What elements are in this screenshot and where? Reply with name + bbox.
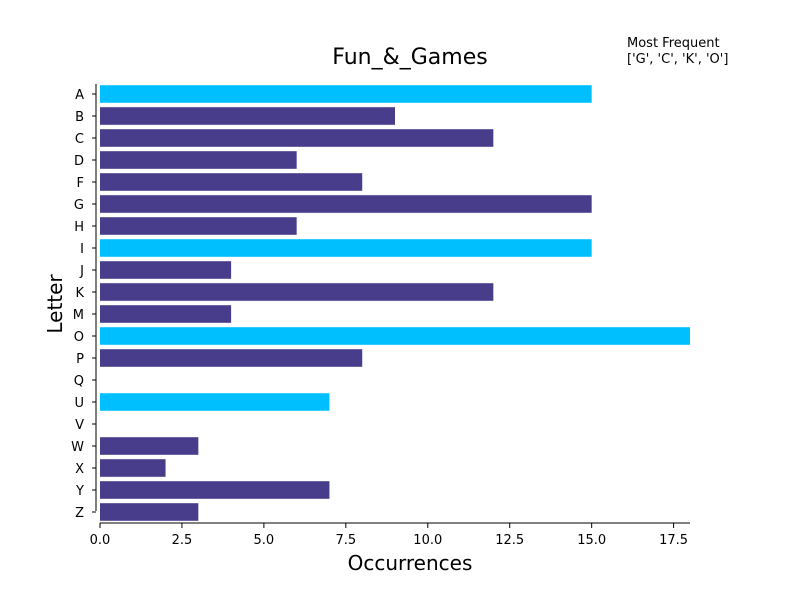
y-tick-label: D	[74, 154, 84, 169]
chart-title: Fun_&_Games	[332, 45, 487, 70]
y-tick-label: V	[75, 418, 84, 433]
y-tick-label: P	[76, 352, 84, 367]
bar-i	[100, 239, 592, 257]
bar-m	[100, 305, 232, 323]
bar-o	[100, 327, 690, 345]
bar-y	[100, 481, 330, 499]
x-tick-label: 5.0	[254, 533, 275, 548]
bar-b	[100, 107, 395, 125]
bar-k	[100, 283, 494, 301]
y-tick-label: J	[79, 264, 84, 279]
y-tick-label: Q	[74, 374, 84, 389]
y-tick-label: K	[75, 286, 84, 301]
y-tick-label: F	[77, 176, 84, 191]
y-tick-label: H	[74, 220, 84, 235]
bar-p	[100, 349, 363, 367]
y-tick-label: A	[75, 88, 84, 103]
y-tick-label: C	[75, 132, 84, 147]
y-tick-label: U	[74, 396, 84, 411]
annotation-value: ['G', 'C', 'K', 'O']	[627, 52, 728, 67]
bar-x	[100, 459, 166, 477]
y-tick-label: I	[80, 242, 84, 257]
x-tick-label: 2.5	[172, 533, 193, 548]
bar-c	[100, 129, 494, 147]
x-tick-label: 0.0	[90, 533, 111, 548]
y-axis-label: Letter	[43, 274, 67, 334]
y-tick-label: O	[74, 330, 84, 345]
bar-h	[100, 217, 297, 235]
x-axis-label: Occurrences	[348, 551, 473, 575]
bar-j	[100, 261, 232, 279]
x-tick-label: 17.5	[659, 533, 688, 548]
bar-f	[100, 173, 363, 191]
bar-d	[100, 151, 297, 169]
annotation-label: Most Frequent	[627, 36, 720, 51]
bar-a	[100, 85, 592, 103]
y-tick-label: G	[74, 198, 84, 213]
bar-z	[100, 503, 199, 521]
bar-g	[100, 195, 592, 213]
y-tick-label: X	[75, 462, 84, 477]
x-tick-label: 15.0	[577, 533, 606, 548]
x-tick-label: 10.0	[413, 533, 442, 548]
bar-u	[100, 393, 330, 411]
x-tick-label: 7.5	[335, 533, 356, 548]
bar-w	[100, 437, 199, 455]
y-tick-label: W	[71, 440, 84, 455]
y-tick-label: Z	[75, 506, 84, 521]
y-tick-label: M	[73, 308, 84, 323]
y-tick-label: B	[75, 110, 84, 125]
axes-group	[95, 84, 690, 524]
x-tick-label: 12.5	[495, 533, 524, 548]
y-tick-label: Y	[75, 484, 84, 499]
bars-group	[100, 85, 690, 521]
